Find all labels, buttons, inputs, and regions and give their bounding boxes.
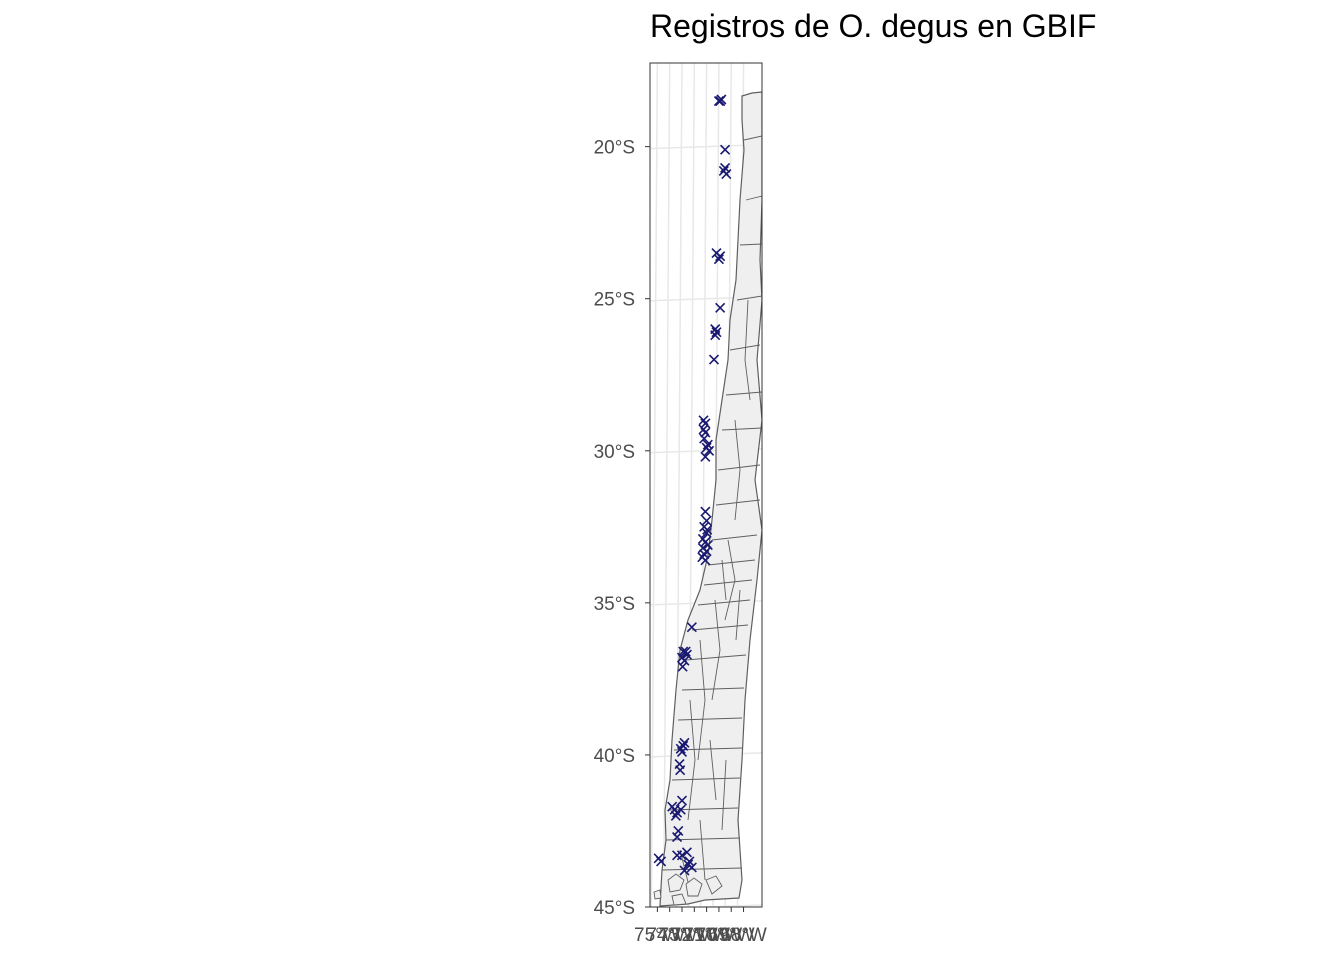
occurrence-point xyxy=(710,330,721,341)
chile-outline xyxy=(659,91,762,907)
occurrence-point xyxy=(702,540,713,551)
southern-islands xyxy=(653,873,723,906)
x-tick-label: 71°W xyxy=(683,925,730,946)
occurrence-point xyxy=(701,515,712,526)
chile-land xyxy=(653,91,762,907)
graticule-lat-line xyxy=(684,904,762,907)
occurrence-point xyxy=(716,94,727,105)
occurrence-point xyxy=(672,831,683,843)
x-axis: 75°W74°W73°W72°W71°W70°W69°W68°W xyxy=(634,907,767,946)
x-tick-label: 72°W xyxy=(671,925,718,946)
y-tick-label: 40°S xyxy=(594,746,635,767)
occurrence-point xyxy=(699,433,710,444)
occurrence-point xyxy=(679,655,690,666)
occurrence-point xyxy=(681,649,692,660)
occurrence-point xyxy=(720,162,731,173)
y-tick-label: 45°S xyxy=(594,898,635,919)
occurrence-point xyxy=(686,622,697,633)
occurrence-point xyxy=(675,804,686,815)
x-tick-label: 73°W xyxy=(659,925,706,946)
y-axis: 20°S 25°S 30°S 35°S 40°S 45°S xyxy=(594,138,650,919)
y-tick-label: 25°S xyxy=(594,290,635,311)
occurrence-point xyxy=(684,856,695,867)
occurrence-point xyxy=(700,555,711,566)
x-tick-label: 75°W xyxy=(634,925,681,946)
occurrence-point xyxy=(704,445,715,456)
occurrence-point xyxy=(681,847,692,858)
x-tick-label: 68°W xyxy=(720,925,767,946)
occurrence-points xyxy=(653,94,732,876)
occurrence-point xyxy=(715,302,726,313)
y-tick-label: 20°S xyxy=(594,138,635,159)
occurrence-point xyxy=(656,856,667,867)
occurrence-point xyxy=(702,524,713,535)
y-tick-label: 35°S xyxy=(594,594,635,615)
occurrence-point xyxy=(700,418,711,429)
occurrence-point xyxy=(700,506,711,517)
occurrence-point xyxy=(721,168,732,180)
occurrence-point xyxy=(700,451,711,462)
occurrence-point xyxy=(675,765,686,776)
occurrence-point xyxy=(679,737,690,748)
occurrence-point xyxy=(711,327,722,338)
x-tick-label: 69°W xyxy=(708,925,755,946)
occurrence-point xyxy=(677,661,688,672)
graticule-lon-line xyxy=(650,63,659,907)
occurrence-point xyxy=(679,865,690,876)
map-panel-border xyxy=(649,62,763,908)
occurrence-point xyxy=(683,859,694,870)
occurrence-point xyxy=(676,746,688,757)
region-borders xyxy=(661,135,762,891)
occurrence-point xyxy=(702,439,713,450)
occurrence-point xyxy=(676,850,688,861)
occurrence-point xyxy=(708,354,720,365)
occurrence-point xyxy=(680,646,691,657)
occurrence-point xyxy=(678,740,689,751)
y-tick-label: 30°S xyxy=(594,442,635,463)
occurrence-point xyxy=(673,825,684,837)
occurrence-point xyxy=(670,810,681,821)
map-title: Registros de O. degus en GBIF xyxy=(650,8,1097,44)
occurrence-point xyxy=(701,527,712,538)
occurrence-point xyxy=(720,144,731,155)
occurrence-point xyxy=(713,254,724,265)
occurrence-point xyxy=(676,795,688,806)
occurrence-point xyxy=(715,251,726,262)
occurrence-point xyxy=(700,427,711,438)
graticule-lon-line xyxy=(662,63,671,907)
x-tick-label: 70°W xyxy=(696,925,743,946)
x-tick-label: 74°W xyxy=(646,925,693,946)
